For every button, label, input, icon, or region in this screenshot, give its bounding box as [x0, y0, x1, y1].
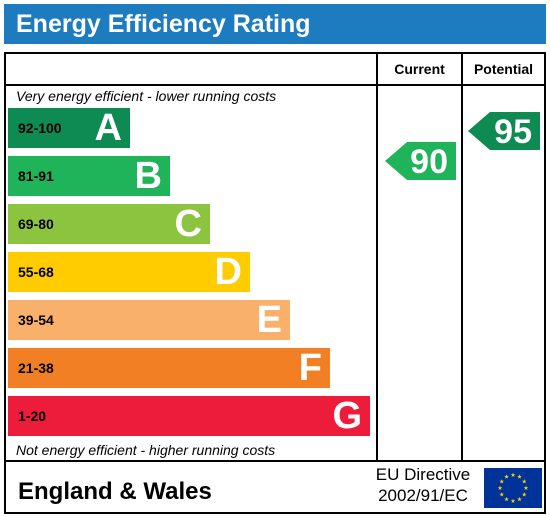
- current-rating-value: 90: [410, 143, 448, 181]
- header-row-divider: [6, 84, 544, 86]
- eu-directive-line1: EU Directive: [375, 465, 471, 484]
- eu-flag-icon: [484, 468, 542, 508]
- current-rating-arrow: 90: [385, 142, 456, 180]
- band-letter: D: [214, 251, 242, 293]
- band-range-label: 81-91: [18, 168, 54, 184]
- band-b: 81-91 B: [8, 155, 170, 197]
- flag-star: [504, 496, 509, 502]
- band-range-label: 69-80: [18, 216, 54, 232]
- band-g: 1-20 G: [8, 395, 370, 437]
- band-letter: G: [332, 395, 362, 437]
- rating-chart-frame: Current Potential Very energy efficient …: [4, 52, 546, 514]
- potential-rating-value: 95: [494, 113, 532, 151]
- current-column-header: Current: [394, 61, 445, 77]
- potential-column-divider: [461, 54, 463, 460]
- band-range-label: 1-20: [18, 408, 47, 424]
- band-range-label: 21-38: [18, 360, 54, 376]
- flag-star: [523, 485, 529, 490]
- flag-star: [517, 474, 522, 479]
- bottom-efficiency-note: Not energy efficient - higher running co…: [16, 442, 276, 458]
- band-c: 69-80 C: [8, 203, 210, 245]
- flag-star: [517, 496, 522, 502]
- band-e: 39-54 E: [8, 299, 290, 341]
- region-label: England & Wales: [18, 478, 212, 505]
- band-letter: A: [94, 107, 122, 149]
- band-a: 92-100 A: [8, 107, 130, 149]
- flag-star: [497, 485, 503, 490]
- flag-star: [521, 492, 527, 497]
- flag-star: [510, 472, 516, 477]
- flag-star: [504, 474, 509, 479]
- band-letter: B: [134, 155, 162, 197]
- potential-rating-arrow: 95: [468, 112, 540, 150]
- potential-column-header: Potential: [473, 61, 534, 77]
- band-letter: C: [174, 203, 202, 245]
- band-range-label: 92-100: [18, 120, 62, 136]
- flag-star: [499, 492, 505, 497]
- current-column-divider: [376, 54, 378, 460]
- page-title: Energy Efficiency Rating: [4, 4, 546, 44]
- footer-divider: [6, 460, 544, 462]
- flag-star: [521, 479, 527, 484]
- eu-directive-line2: 2002/91/EC: [378, 486, 468, 505]
- flag-star: [510, 498, 516, 503]
- top-efficiency-note: Very energy efficient - lower running co…: [16, 88, 277, 104]
- band-range-label: 55-68: [18, 264, 54, 280]
- eu-directive-label: EU Directive 2002/91/EC: [368, 464, 478, 506]
- flag-star: [499, 479, 505, 484]
- band-range-label: 39-54: [18, 312, 54, 328]
- band-d: 55-68 D: [8, 251, 250, 293]
- band-f: 21-38 F: [8, 347, 330, 389]
- band-letter: F: [298, 347, 322, 389]
- eu-flag-stars: [497, 472, 529, 503]
- band-letter: E: [256, 299, 282, 341]
